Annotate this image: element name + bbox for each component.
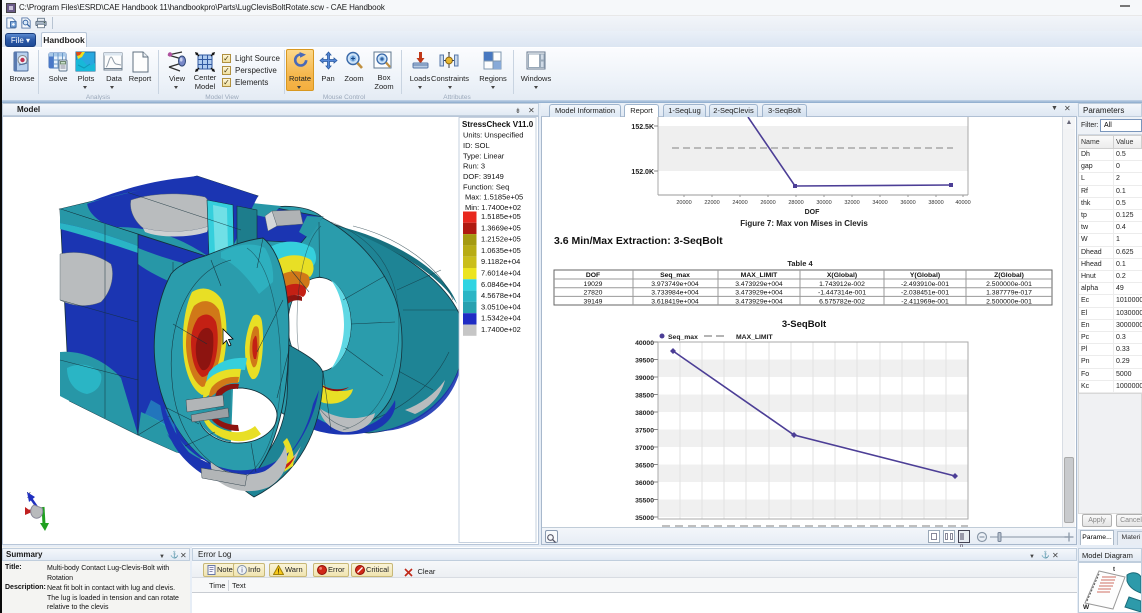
svg-text:38500: 38500	[635, 393, 654, 400]
svg-text:32000: 32000	[844, 200, 859, 206]
svg-text:4.5678e+04: 4.5678e+04	[481, 291, 521, 300]
svg-text:Seq_max: Seq_max	[668, 334, 698, 341]
svg-text:DOF: DOF	[586, 272, 600, 279]
svg-text:1.2152e+05: 1.2152e+05	[481, 235, 521, 244]
svg-text:35500: 35500	[635, 498, 654, 505]
svg-text:1.3669e+05: 1.3669e+05	[481, 223, 521, 232]
svg-text:Y(Global): Y(Global)	[910, 272, 940, 279]
svg-text:Max: 1.5185e+05: Max: 1.5185e+05	[465, 193, 523, 202]
svg-text:Run: 3: Run: 3	[463, 162, 485, 171]
svg-text:34000: 34000	[872, 200, 887, 206]
svg-text:DOF: DOF	[805, 209, 821, 216]
svg-text:6.575782e-002: 6.575782e-002	[819, 298, 865, 305]
svg-text:39500: 39500	[635, 358, 654, 365]
svg-text:Min: 1.7400e+02: Min: 1.7400e+02	[465, 203, 521, 212]
svg-text:-2.411969e-001: -2.411969e-001	[901, 298, 949, 305]
svg-text:28000: 28000	[788, 200, 803, 206]
svg-text:3.6 Min/Max Extraction: 3-SeqB: 3.6 Min/Max Extraction: 3-SeqBolt	[554, 235, 723, 247]
svg-text:3-SeqBolt: 3-SeqBolt	[782, 319, 827, 330]
svg-text:39000: 39000	[635, 375, 654, 382]
svg-text:Figure 7: Max von Mises in Cle: Figure 7: Max von Mises in Clevis	[740, 219, 868, 228]
svg-text:40000: 40000	[955, 200, 970, 206]
svg-text:3.473929e+004: 3.473929e+004	[735, 298, 783, 305]
svg-text:-2.493910e-001: -2.493910e-001	[901, 281, 949, 288]
svg-text:24000: 24000	[732, 200, 747, 206]
svg-text:Table 4: Table 4	[787, 259, 813, 268]
svg-text:20000: 20000	[676, 200, 691, 206]
svg-text:1.5185e+05: 1.5185e+05	[481, 212, 521, 221]
svg-text:2.500000e-001: 2.500000e-001	[986, 298, 1032, 305]
svg-text:Type: Linear: Type: Linear	[463, 152, 505, 161]
svg-text:22000: 22000	[704, 200, 719, 206]
svg-text:35000: 35000	[635, 515, 654, 522]
svg-text:3.473929e+004: 3.473929e+004	[735, 281, 783, 288]
svg-text:37500: 37500	[635, 428, 654, 435]
svg-text:36500: 36500	[635, 463, 654, 470]
svg-text:3.733984e+004: 3.733984e+004	[651, 290, 699, 297]
svg-text:W: W	[1083, 604, 1090, 611]
svg-text:39149: 39149	[584, 298, 603, 305]
svg-text:!: !	[277, 569, 279, 575]
svg-text:2.500000e-001: 2.500000e-001	[986, 281, 1032, 288]
svg-text:3.473929e+004: 3.473929e+004	[735, 290, 783, 297]
svg-text:30000: 30000	[816, 200, 831, 206]
svg-text:MAX_LIMIT: MAX_LIMIT	[741, 272, 778, 279]
svg-text:3.973749e+004: 3.973749e+004	[651, 281, 699, 288]
svg-text:152.5K: 152.5K	[631, 124, 654, 131]
svg-text:19029: 19029	[584, 281, 603, 288]
svg-text:Units: Unspecified: Units: Unspecified	[463, 131, 523, 140]
svg-text:1.5342e+04: 1.5342e+04	[481, 314, 521, 323]
svg-text:-2.038451e-001: -2.038451e-001	[901, 290, 949, 297]
svg-text:Z(Global): Z(Global)	[994, 272, 1024, 279]
svg-text:3.618419e+004: 3.618419e+004	[651, 298, 699, 305]
svg-text:7.6014e+04: 7.6014e+04	[481, 269, 521, 278]
svg-text:26000: 26000	[760, 200, 775, 206]
svg-text:1.7400e+02: 1.7400e+02	[481, 325, 521, 334]
svg-text:1.387779e-017: 1.387779e-017	[986, 290, 1032, 297]
svg-text:1.0635e+05: 1.0635e+05	[481, 246, 521, 255]
svg-text:X(Global): X(Global)	[827, 272, 857, 279]
svg-text:9.1182e+04: 9.1182e+04	[481, 257, 520, 266]
svg-text:Seq_max: Seq_max	[660, 272, 690, 279]
svg-text:40000: 40000	[635, 340, 654, 347]
svg-text:36000: 36000	[635, 480, 654, 487]
svg-text:38000: 38000	[635, 410, 654, 417]
svg-text:3.0510e+04: 3.0510e+04	[481, 302, 521, 311]
svg-text:ID: SOL: ID: SOL	[463, 141, 490, 150]
svg-text:StressCheck V11.0: StressCheck V11.0	[462, 120, 534, 129]
svg-text:DOF: 39149: DOF: 39149	[463, 172, 504, 181]
svg-text:152.0K: 152.0K	[631, 169, 654, 176]
svg-text:38000: 38000	[928, 200, 943, 206]
svg-text:37000: 37000	[635, 445, 654, 452]
svg-text:1.743912e-002: 1.743912e-002	[819, 281, 865, 288]
svg-text:6.0846e+04: 6.0846e+04	[481, 280, 521, 289]
svg-text:36000: 36000	[900, 200, 915, 206]
svg-text:Function: Seq: Function: Seq	[463, 182, 509, 191]
svg-text:i: i	[241, 568, 243, 575]
svg-text:MAX_LIMIT: MAX_LIMIT	[736, 334, 773, 341]
svg-text:-1.447314e-001: -1.447314e-001	[818, 290, 866, 297]
svg-text:27820: 27820	[584, 290, 603, 297]
svg-text:t: t	[1113, 567, 1115, 573]
